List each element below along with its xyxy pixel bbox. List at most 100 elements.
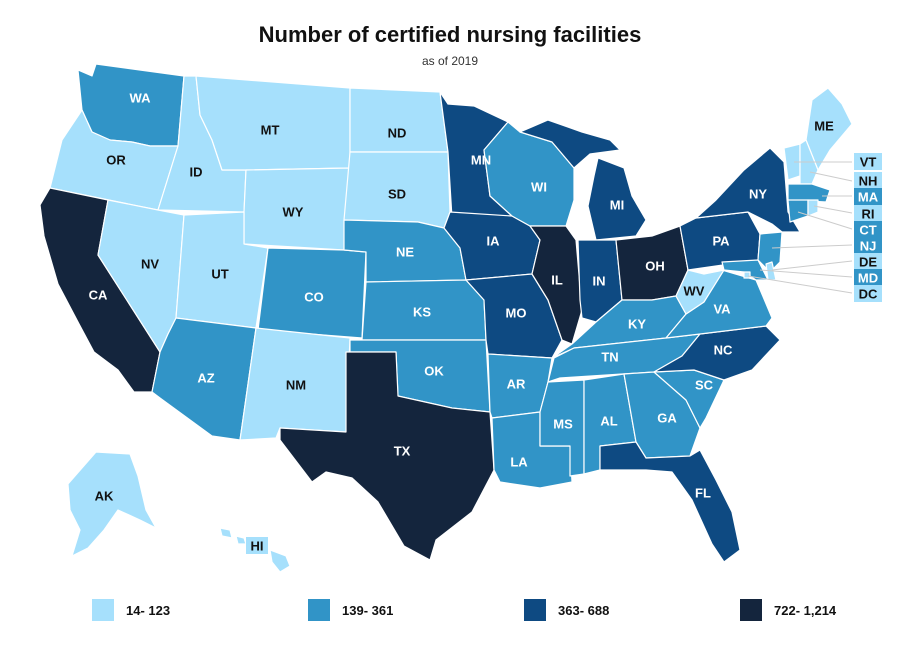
label-WI: WI (531, 180, 547, 195)
legend-item: 139- 361 (308, 598, 393, 622)
box-RI (854, 205, 882, 222)
legend-swatch (92, 599, 114, 621)
box-NJ (854, 237, 882, 254)
label-IL: IL (551, 273, 563, 288)
box-MD (854, 269, 882, 286)
label-NM: NM (286, 378, 306, 393)
map-title: Number of certified nursing facilities (258, 22, 642, 47)
label-VT: VT (860, 155, 877, 170)
state-CT (787, 199, 809, 223)
label-LA: LA (510, 455, 528, 470)
label-MS: MS (553, 417, 573, 432)
label-NC: NC (714, 343, 733, 358)
label-KS: KS (413, 305, 431, 320)
label-ME: ME (814, 119, 834, 134)
label-AZ: AZ (197, 371, 214, 386)
leader-DC (747, 275, 853, 294)
label-ND: ND (388, 126, 407, 141)
label-MI: MI (610, 198, 624, 213)
legend-label: 363- 688 (558, 602, 610, 618)
label-MO: MO (506, 306, 527, 321)
label-SC: SC (695, 378, 714, 393)
label-CT: CT (859, 223, 876, 238)
legend-label: 139- 361 (342, 602, 394, 618)
label-IN: IN (593, 274, 606, 289)
legend-item: 14- 123 (92, 598, 170, 622)
box-DC (854, 285, 882, 302)
label-TX: TX (394, 444, 411, 459)
state-MA (787, 183, 831, 203)
state-MS (539, 379, 585, 477)
label-WA: WA (130, 91, 152, 106)
state-MI (587, 157, 647, 241)
label-CA: CA (89, 288, 108, 303)
leader-NJ (771, 244, 853, 249)
state-MD (721, 259, 769, 281)
label-leader-lines (747, 161, 853, 294)
label-TN: TN (601, 350, 618, 365)
state-NJ (757, 231, 783, 273)
legend-item: 722- 1,214 (740, 598, 836, 622)
legend-swatch (524, 599, 546, 621)
label-HI: HI (251, 539, 264, 554)
legend-label: 14- 123 (126, 602, 171, 618)
state-DC (743, 271, 751, 279)
label-WY: WY (283, 205, 304, 220)
label-NJ: NJ (860, 239, 877, 254)
label-NE: NE (396, 245, 414, 260)
state-RI (807, 199, 819, 217)
label-DE: DE (859, 255, 877, 270)
map-subtitle: as of 2019 (421, 54, 479, 68)
label-OH: OH (645, 259, 665, 274)
label-NY: NY (749, 187, 767, 202)
leader-DE (771, 260, 853, 271)
state-WY (243, 167, 351, 251)
small-state-label-boxes (246, 153, 882, 554)
label-OK: OK (424, 364, 444, 379)
state-AK (67, 451, 157, 557)
legend-swatch (308, 599, 330, 621)
label-WV: WV (684, 284, 705, 299)
legend-label: 722- 1,214 (774, 602, 837, 618)
label-AR: AR (507, 377, 526, 392)
state-CO (257, 247, 367, 339)
label-UT: UT (211, 267, 228, 282)
label-MD: MD (858, 271, 878, 286)
label-AL: AL (600, 414, 617, 429)
state-IL (529, 225, 583, 345)
leader-RI (813, 205, 853, 214)
label-RI: RI (862, 207, 875, 222)
leader-CT (797, 211, 853, 230)
state-MI-UP (519, 119, 621, 169)
label-PA: PA (712, 234, 730, 249)
box-VT (854, 153, 882, 170)
legend-swatch (740, 599, 762, 621)
leader-MD (759, 269, 853, 278)
label-MT: MT (261, 123, 280, 138)
state-ND (349, 87, 449, 153)
label-MN: MN (471, 153, 491, 168)
box-DE (854, 253, 882, 270)
label-CO: CO (304, 290, 324, 305)
label-DC: DC (859, 287, 878, 302)
label-OR: OR (106, 153, 126, 168)
state-FL (599, 441, 741, 563)
box-HI (246, 537, 268, 554)
legend-item: 363- 688 (524, 598, 609, 622)
label-ID: ID (190, 165, 203, 180)
label-VA: VA (713, 302, 731, 317)
box-MA (854, 188, 882, 205)
label-NH: NH (859, 174, 878, 189)
state-TX (279, 351, 495, 561)
label-FL: FL (695, 486, 711, 501)
label-NV: NV (141, 257, 159, 272)
label-SD: SD (388, 187, 406, 202)
label-GA: GA (657, 411, 677, 426)
label-KY: KY (628, 317, 646, 332)
label-MA: MA (858, 190, 879, 205)
label-IA: IA (487, 234, 501, 249)
state-ME (805, 87, 853, 171)
state-NY (695, 147, 801, 233)
box-CT (854, 221, 882, 238)
